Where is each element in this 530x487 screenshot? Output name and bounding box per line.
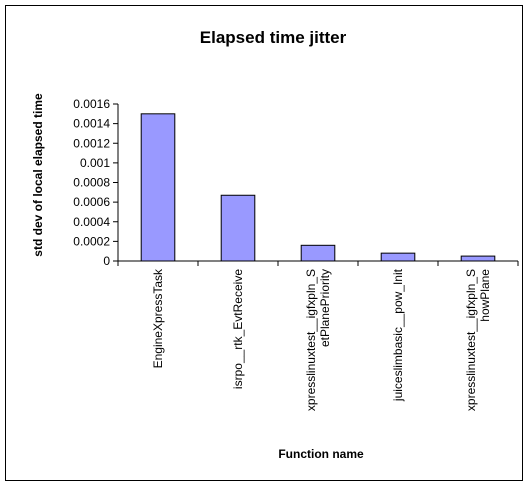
y-tick-label: 0.0008: [73, 176, 110, 190]
chart-frame: Elapsed time jitter std dev of local ela…: [5, 5, 523, 481]
bar-chart: Elapsed time jitter std dev of local ela…: [31, 28, 519, 461]
x-category-label: juiceslimbasic__pow_Init: [391, 268, 405, 402]
bar: [140, 113, 176, 262]
y-tick-label: 0.0002: [73, 234, 110, 248]
y-tick-label: 0.0016: [73, 97, 110, 111]
bar: [380, 252, 416, 262]
x-category-label: xpresslinuxtest__igfxpln_S: [304, 269, 318, 411]
x-category-label: EngineXpressTask: [151, 268, 165, 368]
x-category-label: howPlane: [478, 269, 492, 322]
bar: [220, 194, 256, 262]
chart-title: Elapsed time jitter: [200, 28, 347, 47]
x-category-label: xpresslinuxtest__igfxpln_S: [464, 269, 478, 411]
bar: [460, 255, 496, 262]
y-tick-label: 0.0004: [73, 215, 110, 229]
y-tick-label: 0.0006: [73, 195, 110, 209]
y-tick-label: 0.0014: [73, 117, 110, 131]
y-axis-title: std dev of local elapsed time: [31, 93, 45, 257]
y-tick-label: 0: [103, 254, 110, 268]
x-category-label: etPlanePriority: [318, 269, 332, 347]
y-tick-label: 0.0012: [73, 136, 110, 150]
y-tick-label: 0.001: [80, 156, 110, 170]
x-axis-title: Function name: [278, 447, 364, 461]
plot-area: 0 0.0002 0.0004 0.0006 0.0008 0.001 0.0012 0.00…: [73, 97, 519, 411]
x-category-label: isrpo__rtk_EvtReceive: [231, 269, 245, 389]
bar: [300, 244, 336, 262]
